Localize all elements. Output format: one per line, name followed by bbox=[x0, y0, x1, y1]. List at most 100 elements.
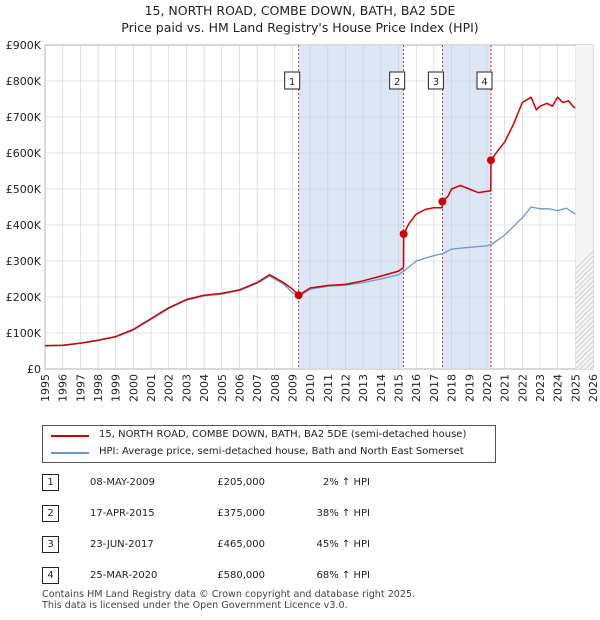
y-tick-label: £0 bbox=[27, 363, 41, 376]
sale-label-text: 2 bbox=[394, 77, 400, 88]
sale-number-labels: 1 2 3 4 bbox=[284, 71, 493, 90]
x-tick-label: 2017 bbox=[428, 374, 441, 402]
series-lines bbox=[44, 96, 576, 347]
x-tick-label: 2023 bbox=[534, 374, 547, 402]
x-tick-label: 1997 bbox=[74, 374, 87, 402]
x-tick-label: 2024 bbox=[552, 374, 565, 402]
hatch-line bbox=[575, 305, 593, 325]
x-tick-label: 1995 bbox=[39, 374, 52, 402]
sale-number-badge: 4 bbox=[42, 567, 59, 584]
forecast-region bbox=[575, 45, 593, 369]
y-tick-label: £600K bbox=[6, 147, 42, 160]
y-tick-label: £800K bbox=[6, 75, 42, 88]
y-tick-label: £200K bbox=[6, 291, 42, 304]
chart-subtitle: Price paid vs. HM Land Registry's House … bbox=[121, 20, 479, 35]
x-tick-label: 2025 bbox=[569, 374, 582, 402]
footer-attribution: Contains HM Land Registry data © Crown c… bbox=[42, 589, 415, 611]
table-row: 4 25-MAR-2020 £580,000 68% ↑ HPI bbox=[42, 565, 462, 587]
y-tick-label: £900K bbox=[6, 39, 42, 52]
sale-label-box bbox=[476, 71, 493, 90]
x-tick-label: 2018 bbox=[446, 374, 459, 402]
x-axis: 1995 1996 1997 1998 1999 2000 2001 2002 2003 2004… bbox=[39, 374, 600, 402]
sale-price: £580,000 bbox=[217, 570, 265, 581]
sale-date: 23-JUN-2017 bbox=[90, 539, 154, 550]
footer-line-1: Contains HM Land Registry data © Crown c… bbox=[42, 589, 416, 600]
chart-title: 15, NORTH ROAD, COMBE DOWN, BATH, BA2 5D… bbox=[144, 3, 456, 18]
sale-date: 17-APR-2015 bbox=[90, 508, 155, 519]
shaded-periods bbox=[298, 45, 492, 369]
sale-date: 25-MAR-2020 bbox=[90, 570, 158, 581]
sale-point bbox=[438, 197, 447, 206]
y-tick-label: £100K bbox=[6, 327, 42, 340]
sale-date: 08-MAY-2009 bbox=[90, 477, 156, 488]
x-tick-label: 1999 bbox=[110, 374, 123, 402]
x-tick-label: 2021 bbox=[499, 374, 512, 402]
y-axis: £0 £100K £200K £300K £400K £500K £600K £700K £80… bbox=[6, 39, 42, 376]
x-tick-label: 2020 bbox=[481, 374, 494, 402]
legend-label-hpi: HPI: Average price, semi-detached house,… bbox=[99, 446, 464, 457]
x-tick-label: 2016 bbox=[410, 374, 423, 402]
sale-points bbox=[294, 156, 496, 300]
gridlines bbox=[44, 44, 594, 370]
legend: 15, NORTH ROAD, COMBE DOWN, BATH, BA2 5D… bbox=[42, 425, 496, 463]
sale-label-text: 3 bbox=[433, 77, 439, 88]
chart: 1 2 3 4 £0 £100K £200K £300K £400K £500K £600K £70… bbox=[6, 39, 600, 402]
legend-swatch-hpi bbox=[51, 452, 89, 454]
x-tick-label: 1998 bbox=[92, 374, 105, 402]
table-row: 2 17-APR-2015 £375,000 38% ↑ HPI bbox=[42, 503, 462, 525]
x-tick-label: 2010 bbox=[304, 374, 317, 402]
x-tick-label: 2013 bbox=[357, 374, 370, 402]
x-tick-label: 2022 bbox=[516, 374, 529, 402]
hatch-line bbox=[575, 310, 593, 330]
x-tick-label: 2009 bbox=[286, 374, 299, 402]
shaded-period bbox=[298, 45, 404, 369]
hatch-line bbox=[595, 45, 600, 369]
x-tick-label: 2011 bbox=[322, 374, 335, 402]
forecast-hatch bbox=[575, 45, 600, 369]
footer-line-2: This data is licensed under the Open Gov… bbox=[42, 600, 348, 611]
sale-label-box bbox=[284, 71, 301, 90]
y-tick-label: £500K bbox=[6, 183, 42, 196]
hatch-line bbox=[575, 300, 593, 320]
sale-hpi-change: 38% ↑ HPI bbox=[316, 508, 370, 519]
x-tick-label: 2008 bbox=[269, 374, 282, 402]
sale-price: £375,000 bbox=[217, 508, 265, 519]
x-tick-label: 2002 bbox=[163, 374, 176, 402]
property-price-line bbox=[44, 96, 576, 347]
y-tick-label: £300K bbox=[6, 255, 42, 268]
x-tick-label: 2003 bbox=[180, 374, 193, 402]
sale-label-box bbox=[427, 71, 444, 90]
x-tick-label: 2004 bbox=[198, 374, 211, 402]
sale-label-box bbox=[389, 71, 406, 90]
table-row: 3 23-JUN-2017 £465,000 45% ↑ HPI bbox=[42, 534, 462, 556]
sale-label-text: 1 bbox=[289, 77, 295, 88]
legend-swatch-property bbox=[51, 435, 89, 437]
x-tick-label: 1996 bbox=[57, 374, 70, 402]
sale-hpi-change: 2% ↑ HPI bbox=[322, 477, 370, 488]
sale-number-badge: 2 bbox=[42, 505, 59, 522]
x-tick-label: 2019 bbox=[463, 374, 476, 402]
x-tick-label: 2006 bbox=[233, 374, 246, 402]
sale-point bbox=[399, 230, 408, 238]
x-tick-label: 2007 bbox=[251, 374, 264, 402]
x-tick-label: 2014 bbox=[375, 374, 388, 402]
x-tick-label: 2012 bbox=[340, 374, 353, 402]
sale-label-text: 4 bbox=[481, 77, 487, 88]
shaded-period bbox=[442, 45, 492, 369]
y-tick-label: £400K bbox=[6, 219, 42, 232]
x-tick-label: 2001 bbox=[145, 374, 158, 402]
sale-point bbox=[294, 291, 303, 300]
x-tick-label: 2026 bbox=[587, 374, 600, 402]
sale-hpi-change: 45% ↑ HPI bbox=[316, 539, 370, 550]
sale-price: £465,000 bbox=[217, 539, 265, 550]
plot-area-group: 1 2 3 4 bbox=[44, 44, 600, 370]
sale-number-badge: 1 bbox=[42, 474, 59, 491]
sale-point bbox=[487, 156, 496, 165]
table-row: 1 08-MAY-2009 £205,000 2% ↑ HPI bbox=[42, 472, 462, 494]
x-tick-label: 2005 bbox=[216, 374, 229, 402]
legend-label-property: 15, NORTH ROAD, COMBE DOWN, BATH, BA2 5D… bbox=[99, 429, 467, 440]
x-tick-label: 2015 bbox=[393, 374, 406, 402]
sale-number-badge: 3 bbox=[42, 536, 59, 553]
y-tick-label: £700K bbox=[6, 111, 42, 124]
x-tick-label: 2000 bbox=[127, 374, 140, 402]
